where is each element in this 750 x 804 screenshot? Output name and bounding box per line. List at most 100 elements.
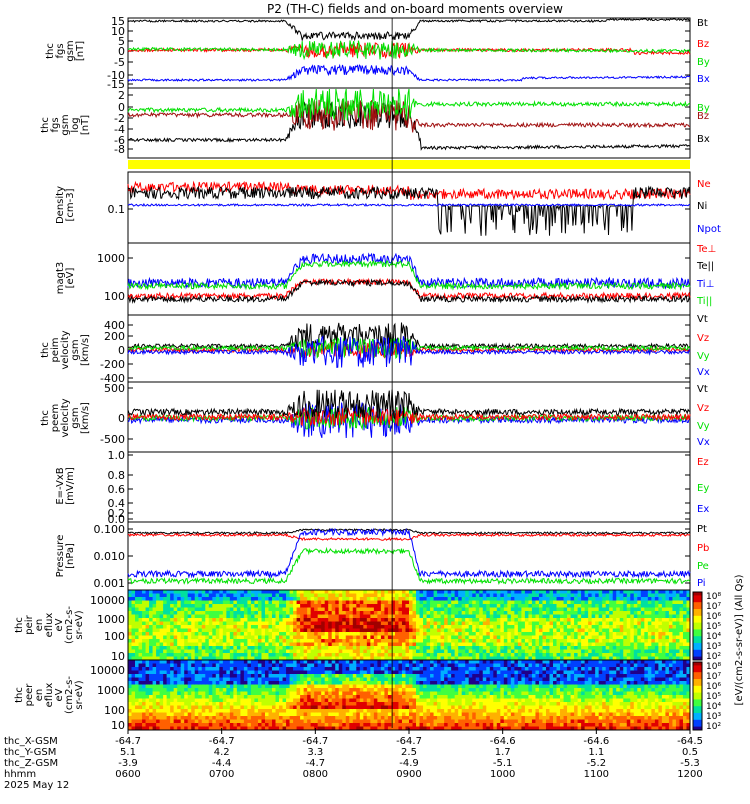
heatmap-cell bbox=[251, 716, 255, 720]
heatmap-cell bbox=[567, 601, 571, 605]
heatmap-cell bbox=[247, 674, 251, 678]
heatmap-cell bbox=[307, 643, 311, 647]
heatmap-cell bbox=[167, 695, 171, 699]
heatmap-cell bbox=[679, 643, 683, 647]
heatmap-cell bbox=[325, 653, 329, 657]
heatmap-cell bbox=[163, 692, 167, 696]
heatmap-cell bbox=[205, 713, 209, 717]
heatmap-cell bbox=[609, 646, 613, 650]
heatmap-cell bbox=[346, 629, 350, 633]
heatmap-cell bbox=[658, 639, 662, 643]
heatmap-cell bbox=[170, 646, 174, 650]
heatmap-cell bbox=[476, 625, 480, 629]
heatmap-cell bbox=[212, 702, 216, 706]
heatmap-cell bbox=[332, 681, 336, 685]
heatmap-cell bbox=[564, 594, 568, 598]
heatmap-cell bbox=[254, 650, 258, 654]
heatmap-cell bbox=[349, 643, 353, 647]
heatmap-cell bbox=[149, 653, 153, 657]
heatmap-cell bbox=[662, 601, 666, 605]
y-axis-label-line: [eV] bbox=[65, 268, 76, 289]
heatmap-cell bbox=[251, 601, 255, 605]
heatmap-cell bbox=[472, 622, 476, 626]
heatmap-cell bbox=[423, 625, 427, 629]
heatmap-cell bbox=[269, 699, 273, 703]
heatmap-cell bbox=[377, 608, 381, 612]
heatmap-cell bbox=[448, 639, 452, 643]
heatmap-cell bbox=[191, 594, 195, 598]
heatmap-cell bbox=[342, 632, 346, 636]
heatmap-cell bbox=[297, 622, 301, 626]
heatmap-cell bbox=[476, 650, 480, 654]
heatmap-cell bbox=[209, 604, 213, 608]
heatmap-cell bbox=[339, 625, 343, 629]
heatmap-cell bbox=[588, 622, 592, 626]
heatmap-cell bbox=[325, 699, 329, 703]
heatmap-cell bbox=[427, 643, 431, 647]
heatmap-cell bbox=[490, 604, 494, 608]
heatmap-cell bbox=[683, 601, 687, 605]
heatmap-cell bbox=[265, 604, 269, 608]
heatmap-cell bbox=[398, 608, 402, 612]
heatmap-cell bbox=[149, 590, 153, 594]
heatmap-cell bbox=[469, 646, 473, 650]
heatmap-cell bbox=[321, 601, 325, 605]
heatmap-cell bbox=[395, 713, 399, 717]
heatmap-cell bbox=[518, 629, 522, 633]
heatmap-cell bbox=[198, 660, 202, 664]
heatmap-cell bbox=[539, 618, 543, 622]
heatmap-cell bbox=[290, 615, 294, 619]
heatmap-cell bbox=[325, 594, 329, 598]
heatmap-cell bbox=[518, 618, 522, 622]
heatmap-cell bbox=[413, 622, 417, 626]
heatmap-cell bbox=[223, 688, 227, 692]
y-tick-label: 0.6 bbox=[108, 483, 126, 496]
heatmap-cell bbox=[486, 604, 490, 608]
heatmap-cell bbox=[314, 643, 318, 647]
heatmap-cell bbox=[465, 643, 469, 647]
heatmap-cell bbox=[339, 650, 343, 654]
heatmap-cell bbox=[272, 695, 276, 699]
heatmap-cell bbox=[254, 706, 258, 710]
heatmap-cell bbox=[163, 590, 167, 594]
heatmap-cell bbox=[535, 653, 539, 657]
heatmap-cell bbox=[571, 611, 575, 615]
heatmap-cell bbox=[465, 639, 469, 643]
heatmap-cell bbox=[258, 695, 262, 699]
heatmap-cell bbox=[247, 678, 251, 682]
heatmap-cell bbox=[321, 636, 325, 640]
heatmap-cell bbox=[160, 597, 164, 601]
heatmap-cell bbox=[493, 646, 497, 650]
heatmap-cell bbox=[237, 646, 241, 650]
heatmap-cell bbox=[265, 695, 269, 699]
heatmap-cell bbox=[532, 597, 536, 601]
heatmap-cell bbox=[276, 646, 280, 650]
heatmap-cell bbox=[521, 601, 525, 605]
heatmap-cell bbox=[342, 597, 346, 601]
heatmap-cell bbox=[269, 664, 273, 668]
heatmap-cell bbox=[300, 594, 304, 598]
heatmap-cell bbox=[149, 643, 153, 647]
heatmap-cell bbox=[212, 709, 216, 713]
heatmap-cell bbox=[346, 653, 350, 657]
heatmap-cell bbox=[300, 692, 304, 696]
heatmap-cell bbox=[342, 699, 346, 703]
heatmap-cell bbox=[676, 653, 680, 657]
heatmap-cell bbox=[644, 646, 648, 650]
heatmap-cell bbox=[462, 625, 466, 629]
heatmap-cell bbox=[585, 625, 589, 629]
y-axis-label: Pressure[nPa] bbox=[55, 535, 76, 578]
heatmap-cell bbox=[497, 615, 501, 619]
heatmap-cell bbox=[525, 622, 529, 626]
heatmap-cell bbox=[276, 608, 280, 612]
heatmap-cell bbox=[641, 646, 645, 650]
heatmap-cell bbox=[535, 632, 539, 636]
heatmap-cell bbox=[339, 664, 343, 668]
heatmap-cell bbox=[651, 601, 655, 605]
heatmap-cell bbox=[641, 653, 645, 657]
heatmap-cell bbox=[592, 615, 596, 619]
heatmap-cell bbox=[240, 611, 244, 615]
heatmap-cell bbox=[525, 618, 529, 622]
heatmap-cell bbox=[405, 639, 409, 643]
heatmap-cell bbox=[641, 636, 645, 640]
